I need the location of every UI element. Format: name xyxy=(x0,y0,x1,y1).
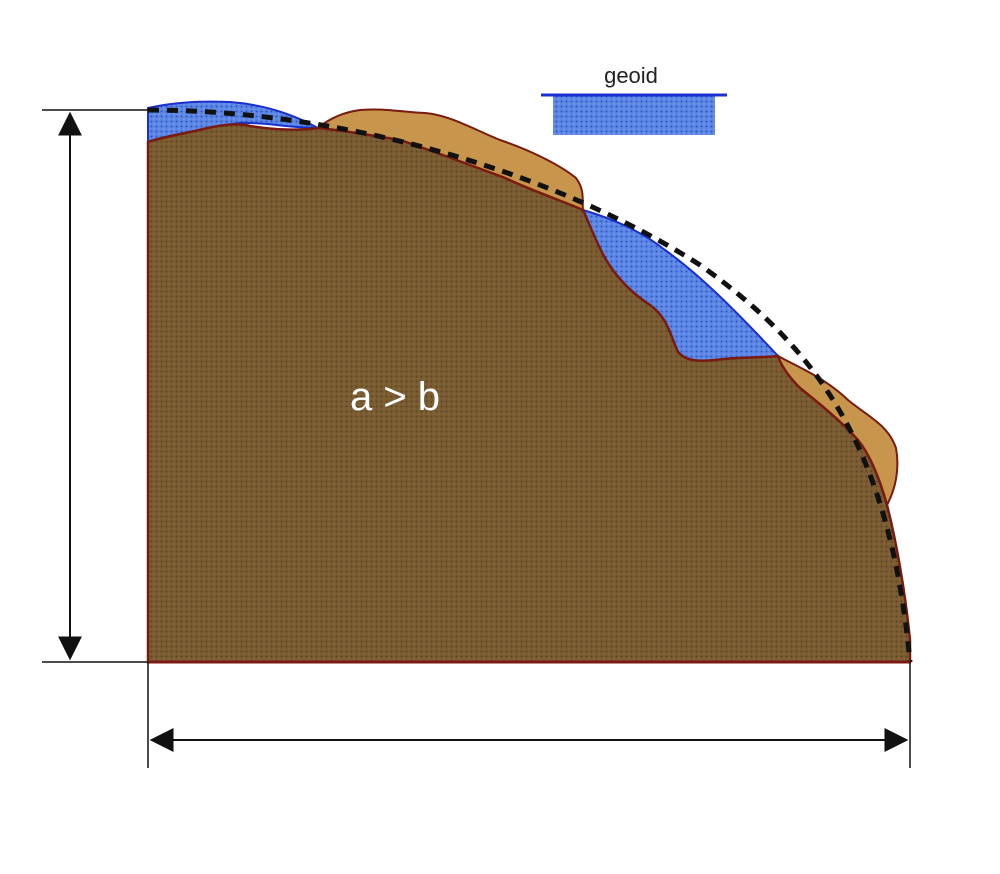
geoid-legend-label: geoid xyxy=(604,63,658,88)
geoid-legend: geoid xyxy=(541,63,727,135)
axis-relation-label: a > b xyxy=(350,375,440,419)
earth-cross-section xyxy=(146,123,912,664)
reference-ellipsoid xyxy=(147,107,913,663)
geoid-legend-swatch xyxy=(553,96,715,135)
